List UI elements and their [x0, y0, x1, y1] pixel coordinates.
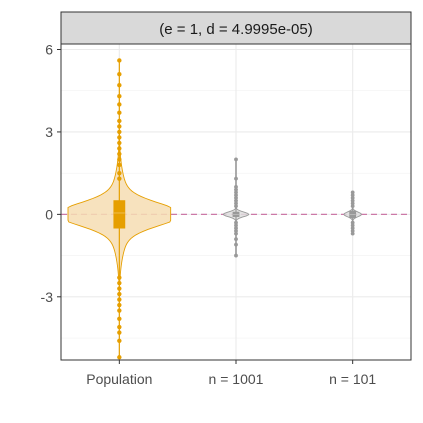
outlier-point: [117, 302, 122, 308]
outlier-point: [350, 228, 355, 233]
outlier-point: [117, 170, 122, 176]
outlier-point: [117, 151, 122, 157]
outlier-point: [117, 280, 122, 286]
y-tick-label: -3: [41, 289, 54, 305]
outlier-point: [117, 129, 122, 135]
facet-label: (e = 1, d = 4.9995e-05): [159, 21, 312, 38]
outlier-point: [350, 193, 355, 198]
outlier-point: [117, 102, 122, 107]
outlier-point: [234, 176, 238, 181]
y-tick-label: 0: [45, 206, 53, 222]
outlier-point: [234, 223, 238, 228]
outlier-point: [234, 228, 238, 233]
outlier-point: [234, 231, 238, 236]
outlier-point: [350, 231, 355, 236]
outlier-points: [117, 58, 355, 360]
outlier-point: [117, 146, 122, 151]
outlier-point: [117, 162, 122, 168]
outlier-point: [117, 118, 122, 124]
outlier-point: [117, 157, 122, 162]
outlier-point: [117, 124, 122, 129]
outlier-point: [117, 338, 122, 343]
outlier-point: [350, 226, 355, 231]
outlier-point: [117, 72, 122, 77]
outlier-point: [234, 187, 238, 192]
outlier-point: [117, 291, 122, 297]
outlier-point: [234, 193, 238, 198]
outlier-point: [234, 242, 238, 247]
outlier-point: [234, 204, 238, 209]
outlier-point: [234, 190, 238, 195]
outlier-point: [117, 330, 122, 335]
outlier-point: [117, 286, 122, 291]
outlier-point: [117, 355, 122, 360]
outlier-point: [234, 198, 238, 203]
y-tick-label: 6: [45, 41, 53, 57]
outlier-point: [117, 58, 122, 63]
outlier-point: [234, 237, 238, 241]
y-tick-label: 3: [45, 124, 53, 140]
x-tick-label: n = 101: [329, 371, 376, 387]
outlier-point: [350, 198, 355, 203]
outlier-point: [350, 223, 355, 228]
outlier-point: [117, 140, 122, 146]
x-tick-label: Population: [86, 371, 152, 387]
outlier-point: [350, 201, 355, 206]
outlier-point: [350, 190, 355, 195]
outlier-point: [117, 83, 122, 88]
outlier-point: [234, 226, 238, 231]
outlier-point: [117, 110, 122, 115]
outlier-point: [350, 195, 355, 200]
outlier-point: [234, 201, 238, 206]
outlier-point: [234, 157, 238, 162]
outlier-point: [350, 204, 355, 209]
axes: -3 0 3 6 Population n = 1001 n = 101: [41, 41, 377, 387]
box: [113, 200, 126, 229]
outlier-point: [117, 94, 122, 99]
outlier-point: [117, 324, 122, 330]
facet-strip: [60, 11, 412, 45]
outlier-point: [234, 184, 238, 189]
outlier-point: [234, 253, 238, 258]
outlier-point: [234, 195, 238, 200]
outlier-point: [117, 135, 122, 140]
x-tick-label: n = 1001: [209, 371, 264, 387]
outlier-point: [117, 275, 122, 280]
outlier-point: [117, 316, 122, 321]
outlier-point: [117, 308, 122, 313]
outlier-point: [117, 176, 122, 181]
outlier-point: [234, 220, 238, 225]
outlier-point: [350, 220, 355, 225]
outlier-point: [117, 297, 122, 302]
